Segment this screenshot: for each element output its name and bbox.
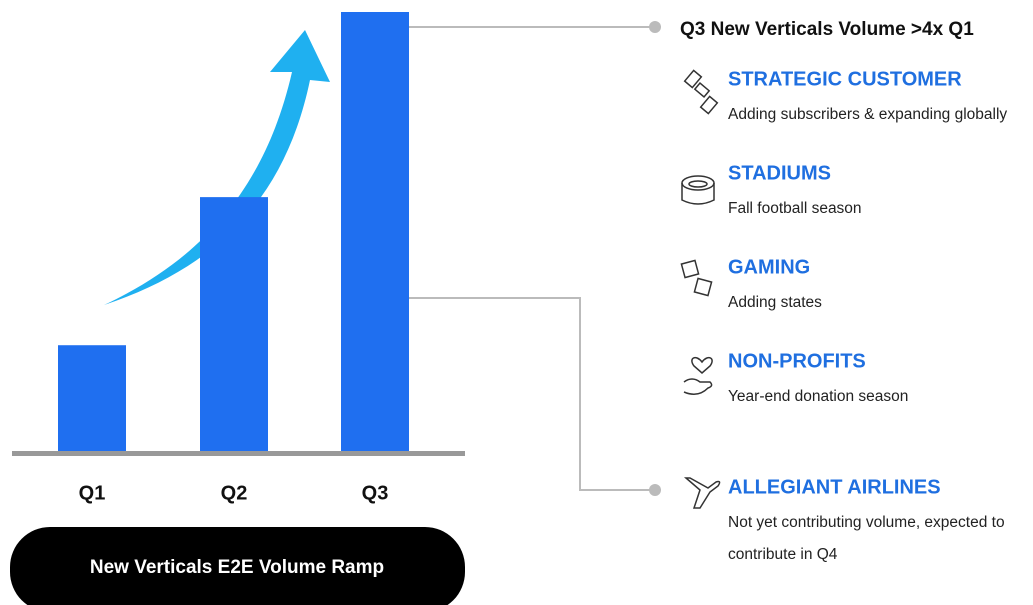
x-tick-label: Q2: [221, 482, 248, 504]
x-tick-label: Q3: [362, 482, 389, 504]
item-title: NON-PROFITS: [728, 350, 866, 372]
chart-title: New Verticals E2E Volume Ramp: [90, 557, 384, 578]
item-title: GAMING: [728, 256, 810, 278]
heart-hand-icon: [683, 356, 713, 395]
item-description: Adding states: [728, 294, 822, 311]
bar: [58, 345, 126, 451]
item-description: Adding subscribers & expanding globally: [728, 106, 1007, 123]
item-description: Year-end donation season: [728, 388, 908, 405]
stadium-icon: [681, 175, 715, 205]
dice-icon: [680, 259, 713, 297]
connector-dot: [649, 21, 661, 33]
item-description: Fall football season: [728, 200, 862, 217]
connector: [408, 297, 655, 491]
item-description: Not yet contributing volume, expected to: [728, 514, 1005, 531]
satellite-icon: [683, 69, 719, 115]
item-title: ALLEGIANT AIRLINES: [728, 476, 941, 498]
bar: [341, 12, 409, 451]
item-description: contribute in Q4: [728, 546, 838, 563]
baseline: [12, 451, 465, 456]
plane-icon: [683, 477, 721, 509]
callout-headline: Q3 New Verticals Volume >4x Q1: [680, 19, 974, 40]
item-title: STRATEGIC CUSTOMER: [728, 68, 962, 90]
item-title: STADIUMS: [728, 162, 831, 184]
growth-arrow: [104, 30, 330, 305]
title-pill: [10, 527, 465, 605]
connector-dot: [649, 484, 661, 496]
bar: [200, 197, 268, 451]
x-tick-label: Q1: [79, 482, 106, 504]
